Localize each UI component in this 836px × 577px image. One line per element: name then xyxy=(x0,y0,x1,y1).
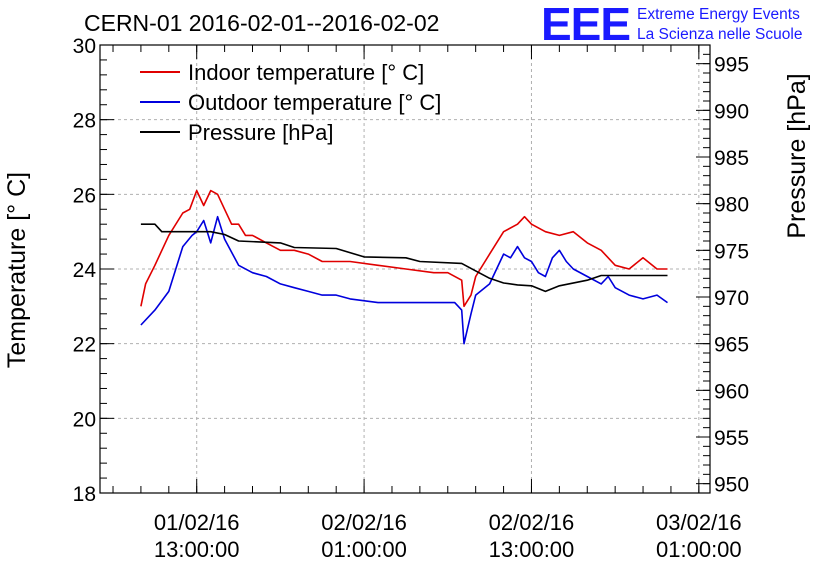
x-tick-label-time: 01:00:00 xyxy=(321,537,407,562)
y2-tick-label: 995 xyxy=(714,54,749,77)
y-tick-label: 30 xyxy=(73,35,96,58)
x-tick-label-date: 02/02/16 xyxy=(489,510,575,535)
chart-title: CERN-01 2016-02-01--2016-02-02 xyxy=(84,10,439,36)
legend-label-pressure: Pressure [hPa] xyxy=(188,120,334,145)
series-line-indoor xyxy=(140,189,668,308)
y-tick-label: 22 xyxy=(73,334,96,357)
x-tick-label-time: 01:00:00 xyxy=(656,537,742,562)
y2-axis-label: Pressure [hPa] xyxy=(783,73,811,238)
y-tick-label: 18 xyxy=(73,483,96,506)
series-line-pressure xyxy=(140,223,668,293)
logo-line-2: La Scienza nelle Scuole xyxy=(637,26,802,43)
x-tick-label-date: 02/02/16 xyxy=(321,510,407,535)
y2-tick-label: 970 xyxy=(714,287,749,310)
y-tick-label: 24 xyxy=(73,259,97,282)
legend: Indoor temperature [° C] Outdoor tempera… xyxy=(140,60,441,145)
x-tick-label-time: 13:00:00 xyxy=(154,537,240,562)
axis-ticks xyxy=(100,44,710,494)
eee-logo: EEE Extreme Energy Events La Scienza nel… xyxy=(541,0,802,50)
y2-tick-label: 980 xyxy=(714,194,749,217)
y2-tick-label: 960 xyxy=(714,380,749,403)
y2-tick-label: 985 xyxy=(714,147,749,170)
y2-tick-label: 965 xyxy=(714,334,749,357)
data-series xyxy=(140,189,668,345)
y2-tick-label: 990 xyxy=(714,100,749,123)
legend-label-outdoor: Outdoor temperature [° C] xyxy=(188,90,441,115)
legend-label-indoor: Indoor temperature [° C] xyxy=(188,60,424,85)
x-tick-label-date: 01/02/16 xyxy=(154,510,240,535)
x-tick-label-date: 03/02/16 xyxy=(656,510,742,535)
tick-labels: 18 20 22 24 26 28 30 950 955 960 965 970 975 980 985 99… xyxy=(73,35,749,562)
series-line-outdoor xyxy=(140,215,668,345)
y-axis-label: Temperature [° C] xyxy=(3,172,31,368)
x-tick-label-time: 13:00:00 xyxy=(489,537,575,562)
y-tick-label: 26 xyxy=(73,184,96,207)
y2-tick-label: 955 xyxy=(714,427,749,450)
y2-tick-label: 975 xyxy=(714,240,749,263)
logo-line-1: Extreme Energy Events xyxy=(637,6,800,23)
y-tick-label: 20 xyxy=(73,408,96,431)
grid-lines xyxy=(100,45,710,493)
logo-mark: EEE xyxy=(541,0,630,50)
y2-tick-label: 950 xyxy=(714,474,749,497)
y-tick-label: 28 xyxy=(73,110,96,133)
